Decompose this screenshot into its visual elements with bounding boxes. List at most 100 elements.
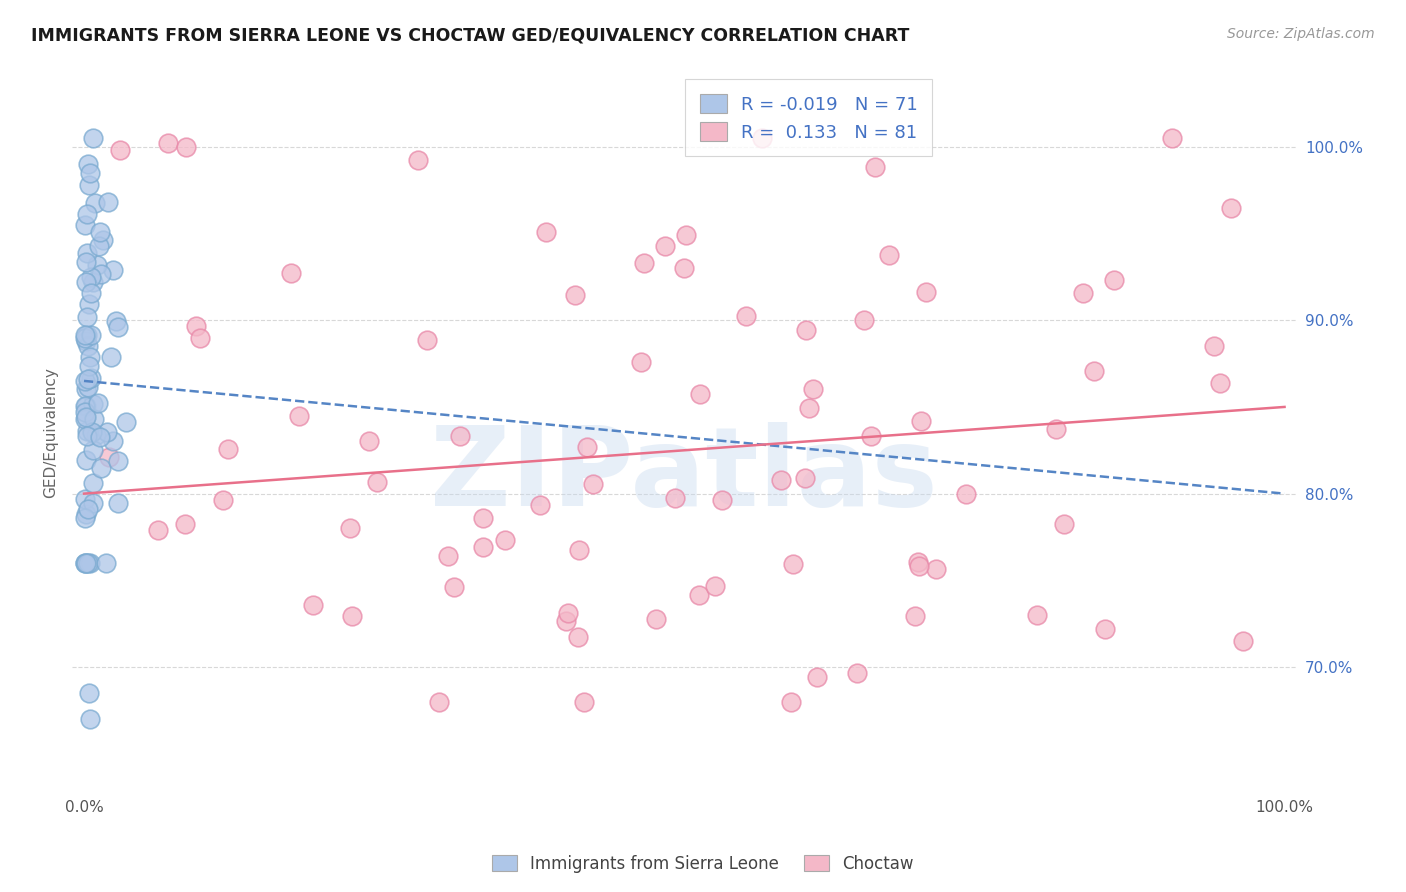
Point: [79, 712, 101, 726]
Point: [1219, 201, 1241, 215]
Point: [82, 496, 104, 510]
Point: [77, 359, 100, 374]
Point: [80, 328, 103, 343]
Point: [75, 491, 97, 506]
Point: [852, 312, 875, 326]
Point: [101, 434, 124, 448]
Point: [654, 239, 676, 253]
Point: [73, 556, 96, 570]
Point: [217, 442, 239, 456]
Point: [76, 428, 98, 442]
Point: [90, 461, 112, 475]
Point: [148, 523, 170, 537]
Point: [211, 493, 233, 508]
Point: [80, 370, 103, 384]
Point: [82, 397, 104, 411]
Point: [87, 396, 110, 410]
Point: [1104, 273, 1126, 287]
Point: [79, 166, 101, 180]
Point: [97, 194, 120, 209]
Point: [77, 380, 100, 394]
Point: [582, 476, 605, 491]
Point: [1071, 285, 1094, 300]
Point: [79, 350, 101, 364]
Point: [101, 262, 124, 277]
Point: [1209, 376, 1232, 391]
Point: [76, 339, 98, 353]
Point: [73, 556, 96, 570]
Point: [76, 206, 98, 220]
Point: [83, 412, 105, 426]
Point: [97, 450, 120, 465]
Point: [157, 136, 180, 151]
Point: [76, 501, 98, 516]
Point: [877, 248, 900, 262]
Point: [472, 511, 495, 525]
Point: [564, 287, 586, 301]
Point: [80, 269, 103, 284]
Point: [675, 227, 697, 242]
Point: [87, 239, 110, 253]
Point: [89, 430, 111, 444]
Point: [184, 319, 207, 334]
Text: Source: ZipAtlas.com: Source: ZipAtlas.com: [1227, 27, 1375, 41]
Point: [76, 310, 98, 325]
Point: [340, 608, 363, 623]
Point: [84, 427, 107, 442]
Point: [77, 372, 100, 386]
Point: [75, 412, 97, 426]
Point: [568, 543, 591, 558]
Point: [1204, 339, 1226, 353]
Text: ZIPatlas: ZIPatlas: [430, 422, 938, 529]
Point: [75, 254, 97, 268]
Point: [75, 382, 97, 396]
Point: [82, 476, 104, 491]
Point: [107, 320, 129, 334]
Point: [359, 434, 381, 449]
Point: [779, 695, 801, 709]
Point: [107, 496, 129, 510]
Point: [406, 153, 429, 168]
Point: [536, 225, 558, 239]
Point: [73, 374, 96, 388]
Point: [910, 414, 932, 428]
Point: [711, 492, 734, 507]
Point: [427, 695, 450, 709]
Point: [301, 598, 323, 612]
Point: [494, 533, 516, 547]
Point: [90, 267, 112, 281]
Point: [339, 521, 361, 535]
Point: [803, 382, 825, 396]
Text: IMMIGRANTS FROM SIERRA LEONE VS CHOCTAW GED/EQUIVALENCY CORRELATION CHART: IMMIGRANTS FROM SIERRA LEONE VS CHOCTAW …: [31, 27, 910, 45]
Point: [73, 327, 96, 342]
Point: [79, 178, 101, 193]
Point: [79, 556, 101, 570]
Point: [673, 261, 696, 276]
Point: [73, 405, 96, 419]
Point: [925, 562, 948, 576]
Point: [280, 266, 302, 280]
Point: [645, 612, 668, 626]
Point: [75, 507, 97, 521]
Point: [554, 614, 576, 628]
Point: [76, 157, 98, 171]
Point: [572, 695, 595, 709]
Point: [108, 143, 131, 157]
Point: [955, 486, 977, 500]
Point: [529, 499, 551, 513]
Point: [799, 401, 821, 415]
Point: [91, 233, 114, 247]
Point: [94, 556, 117, 570]
Point: [73, 511, 96, 525]
Point: [84, 195, 107, 210]
Point: [1232, 634, 1254, 648]
Point: [75, 409, 97, 424]
Point: [796, 323, 818, 337]
Point: [557, 606, 579, 620]
Point: [80, 425, 103, 439]
Point: [115, 415, 138, 429]
Point: [174, 140, 197, 154]
Point: [688, 588, 710, 602]
Point: [633, 256, 655, 270]
Point: [703, 579, 725, 593]
